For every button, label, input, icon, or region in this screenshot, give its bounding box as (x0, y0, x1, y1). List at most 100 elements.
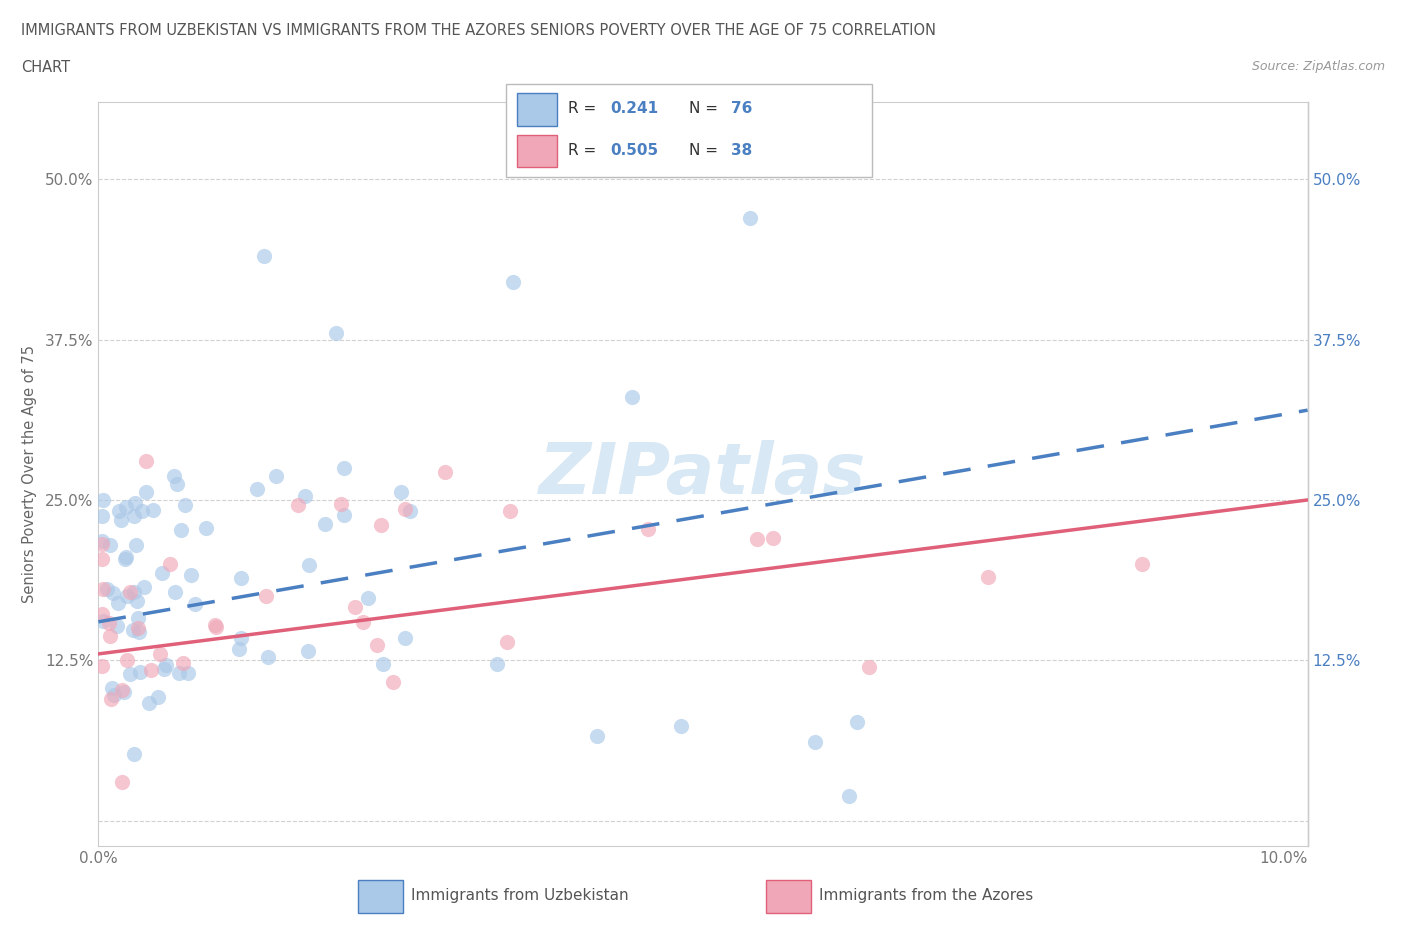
Point (366, 637, 388, 652)
Text: 76: 76 (731, 101, 752, 116)
Point (343, 600, 366, 615)
Point (502, 274, 524, 289)
Point (228, 642, 250, 657)
Point (135, 485, 157, 499)
Point (155, 658, 177, 672)
Point (389, 485, 412, 499)
Point (179, 568, 201, 583)
Point (762, 530, 785, 545)
Point (804, 735, 827, 750)
Point (91, 537, 114, 551)
Text: CHART: CHART (21, 60, 70, 75)
Point (125, 538, 148, 552)
Point (163, 585, 186, 600)
Point (149, 647, 172, 662)
Point (127, 611, 149, 626)
Point (127, 620, 149, 635)
Point (128, 625, 150, 640)
FancyBboxPatch shape (506, 84, 872, 177)
Point (357, 591, 380, 605)
Point (115, 550, 138, 565)
Point (177, 666, 200, 681)
Point (745, 532, 768, 547)
Point (91, 614, 114, 629)
Point (394, 502, 416, 517)
Point (256, 650, 278, 665)
Point (91, 493, 114, 508)
Point (118, 667, 141, 682)
Point (105, 618, 128, 633)
Point (115, 499, 138, 514)
Point (298, 558, 321, 573)
Point (142, 502, 165, 517)
Point (195, 520, 218, 535)
Text: ZIPatlas: ZIPatlas (540, 440, 866, 509)
Point (352, 615, 374, 630)
Text: N =: N = (689, 143, 723, 158)
Point (120, 584, 142, 599)
Point (101, 681, 124, 696)
Point (204, 619, 226, 634)
Point (91, 658, 114, 673)
Point (287, 498, 309, 512)
Text: Source: ZipAtlas.com: Source: ZipAtlas.com (1251, 60, 1385, 73)
Point (91, 551, 114, 566)
Point (91, 606, 114, 621)
Text: N =: N = (689, 101, 723, 116)
Point (845, 714, 868, 729)
Point (486, 657, 509, 671)
Point (174, 498, 197, 512)
Point (172, 656, 194, 671)
Text: R =: R = (568, 101, 602, 116)
Point (98, 538, 121, 552)
Point (107, 504, 129, 519)
FancyBboxPatch shape (517, 135, 557, 167)
Point (122, 508, 145, 523)
Point (332, 507, 354, 522)
Point (122, 747, 145, 762)
Point (254, 589, 277, 604)
Point (96, 582, 118, 597)
FancyBboxPatch shape (359, 880, 404, 913)
Point (111, 683, 134, 698)
Text: R =: R = (568, 143, 602, 158)
Point (135, 454, 157, 469)
Point (1130, 557, 1153, 572)
Text: IMMIGRANTS FROM UZBEKISTAN VS IMMIGRANTS FROM THE AZORES SENIORS POVERTY OVER TH: IMMIGRANTS FROM UZBEKISTAN VS IMMIGRANTS… (21, 23, 936, 38)
Point (496, 634, 519, 649)
Point (620, 390, 643, 405)
Point (333, 460, 356, 475)
Point (110, 512, 132, 527)
Point (373, 657, 395, 671)
Point (184, 597, 207, 612)
Text: 38: 38 (731, 143, 752, 158)
Text: 0.505: 0.505 (610, 143, 658, 158)
Point (91, 509, 114, 524)
Point (91, 581, 114, 596)
Point (111, 775, 134, 790)
Point (97, 616, 120, 631)
Point (131, 503, 153, 518)
Text: Immigrants from the Azores: Immigrants from the Azores (818, 887, 1033, 903)
Point (100, 691, 122, 706)
Point (246, 482, 269, 497)
Point (325, 326, 347, 340)
Point (204, 618, 226, 632)
Point (170, 523, 193, 538)
Point (294, 489, 316, 504)
Point (838, 789, 860, 804)
Point (128, 664, 150, 679)
Point (114, 551, 136, 566)
Point (98, 629, 121, 644)
Point (148, 689, 170, 704)
Point (91, 533, 114, 548)
Point (124, 496, 146, 511)
Point (163, 468, 186, 483)
Point (314, 517, 336, 532)
Point (253, 249, 276, 264)
Point (671, 719, 693, 734)
Point (297, 644, 319, 658)
Point (103, 688, 125, 703)
Point (229, 570, 252, 585)
Point (107, 595, 129, 610)
